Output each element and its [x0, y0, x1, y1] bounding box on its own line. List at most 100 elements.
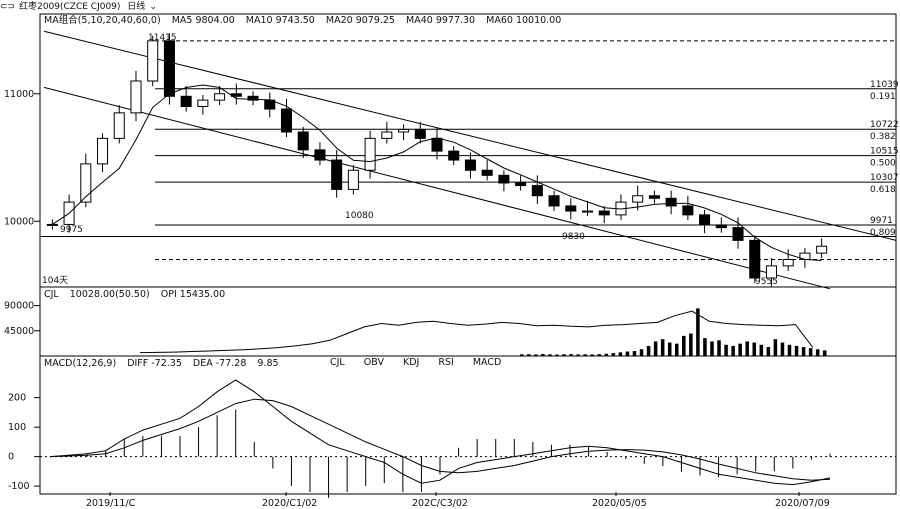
- volume-bar: [520, 354, 524, 356]
- candle-body: [765, 265, 777, 279]
- macd-ytick-label: 0: [8, 452, 14, 463]
- ma20-value: MA20 9079.25: [325, 15, 395, 26]
- x-date-label: 202C/C3/02: [412, 498, 468, 509]
- volume-bar: [604, 353, 609, 356]
- period-label[interactable]: 日线: [127, 2, 146, 12]
- volume-bar: [646, 345, 651, 356]
- volume-bar: [696, 308, 700, 356]
- opi-value: OPI 15435.00: [160, 289, 226, 300]
- candle-body: [732, 227, 744, 241]
- tab-rsi[interactable]: RSI: [438, 357, 454, 368]
- volume-bar: [794, 345, 799, 356]
- volume-bar: [625, 351, 630, 356]
- ma60-value: MA60 10010.00: [486, 15, 562, 26]
- candle-body: [464, 159, 476, 171]
- candle-body: [515, 182, 527, 187]
- candle-body: [364, 137, 376, 171]
- window-title-bar: ⊂⊃ 红枣2009(CZCE CJ009) 日线 ⌄: [0, 0, 900, 14]
- tab-kdj[interactable]: KDJ: [403, 357, 420, 368]
- candle-body: [147, 40, 159, 82]
- tab-cjl[interactable]: CJL: [330, 357, 345, 368]
- ma-line: [52, 84, 822, 261]
- volume-bar: [717, 340, 721, 356]
- volume-bar: [667, 342, 672, 356]
- fib-ratio-label: 0.382: [870, 132, 896, 142]
- volume-bar: [527, 354, 531, 356]
- volume-bar: [780, 342, 785, 356]
- volume-bar: [555, 354, 559, 356]
- volume-bar: [801, 347, 806, 356]
- macd-info-row: MACD(12,26,9) DIFF -72.35 DEA -77.28 9.8…: [44, 357, 287, 371]
- cjl-value: 10028.00(50.50): [69, 289, 150, 300]
- volume-bar: [731, 345, 735, 356]
- candle-body: [163, 40, 175, 97]
- candle-body: [180, 95, 192, 108]
- diff-value: DIFF -72.35: [127, 358, 182, 369]
- ma40-value: MA40 9977.30: [406, 15, 476, 26]
- volume-bar: [562, 354, 566, 356]
- upper-trend-line: [43, 30, 897, 241]
- candle-body: [130, 80, 142, 114]
- ma-combo-label[interactable]: MA组合(5,10,20,40,60,0): [44, 15, 161, 26]
- fib-ratio-label: 0.500: [870, 159, 896, 169]
- volume-panel: [139, 308, 827, 356]
- candle-body: [331, 159, 343, 190]
- candle-body: [381, 131, 393, 139]
- fib-ratio-label: 0.191: [870, 92, 896, 102]
- candle-body: [682, 205, 694, 216]
- volume-ytick-label: 45000: [4, 326, 34, 337]
- x-date-label: 2020/05/05: [592, 498, 647, 509]
- candle-body: [448, 150, 460, 161]
- volume-bar: [815, 349, 820, 356]
- open-interest-line: [139, 310, 814, 354]
- volume-bar: [569, 354, 573, 356]
- window-title: 红枣2009(CZCE CJ009): [19, 2, 121, 12]
- chevron-down-icon[interactable]: ⌄: [149, 2, 157, 12]
- chart-frame: [39, 13, 897, 495]
- candle-body: [347, 169, 359, 190]
- candle-body: [715, 224, 727, 229]
- candle-body: [414, 128, 426, 139]
- x-date-label: 2020/C1/02: [262, 498, 317, 509]
- price-annotation: 10080: [345, 211, 374, 221]
- candle-body: [598, 210, 610, 216]
- volume-ytick-label: 90000: [4, 301, 34, 312]
- tab-macd[interactable]: MACD: [472, 357, 502, 368]
- volume-bar: [583, 354, 587, 356]
- volume-bar: [752, 342, 757, 356]
- macd-panel: [40, 379, 896, 498]
- fib-ratio-label: 0.618: [870, 185, 896, 195]
- macd-ytick-label: 200: [8, 393, 26, 404]
- volume-bar: [590, 354, 594, 356]
- axes: 11000 10000 90000 45000 200 100 0 -100 2019/11/C…: [4, 89, 830, 509]
- candle-body: [498, 174, 510, 184]
- fib-price-label: 10307: [870, 173, 899, 183]
- volume-bar: [766, 347, 771, 356]
- cjl-label[interactable]: CJL: [44, 289, 59, 300]
- tab-obv[interactable]: OBV: [363, 357, 384, 368]
- link-icon[interactable]: ⊂⊃: [0, 2, 16, 12]
- volume-bar: [682, 335, 686, 356]
- volume-bar: [534, 354, 538, 356]
- candle-body: [113, 112, 125, 139]
- volume-bar: [541, 354, 545, 356]
- fib-price-label: 10722: [870, 120, 899, 130]
- price-annotation: 104天: [42, 276, 68, 286]
- macd-ytick-label: -100: [8, 481, 30, 492]
- volume-bar: [611, 353, 616, 356]
- volume-bar: [618, 352, 623, 356]
- lower-trend-line: [43, 86, 831, 290]
- price-ytick-label: 10000: [4, 216, 34, 227]
- price-annotation: 9555: [755, 277, 778, 287]
- macd-label[interactable]: MACD(12,26,9): [44, 358, 117, 369]
- volume-bar: [773, 339, 778, 356]
- volume-bar: [710, 341, 714, 356]
- volume-bar: [632, 350, 637, 356]
- candle-body: [782, 259, 794, 267]
- x-date-label: 2019/11/C: [86, 498, 136, 509]
- candle-body: [214, 93, 226, 101]
- price-annotation: 9975: [60, 225, 83, 235]
- ma-info-row: MA组合(5,10,20,40,60,0) MA5 9804.00 MA10 9…: [44, 14, 569, 28]
- candle-body: [97, 137, 109, 165]
